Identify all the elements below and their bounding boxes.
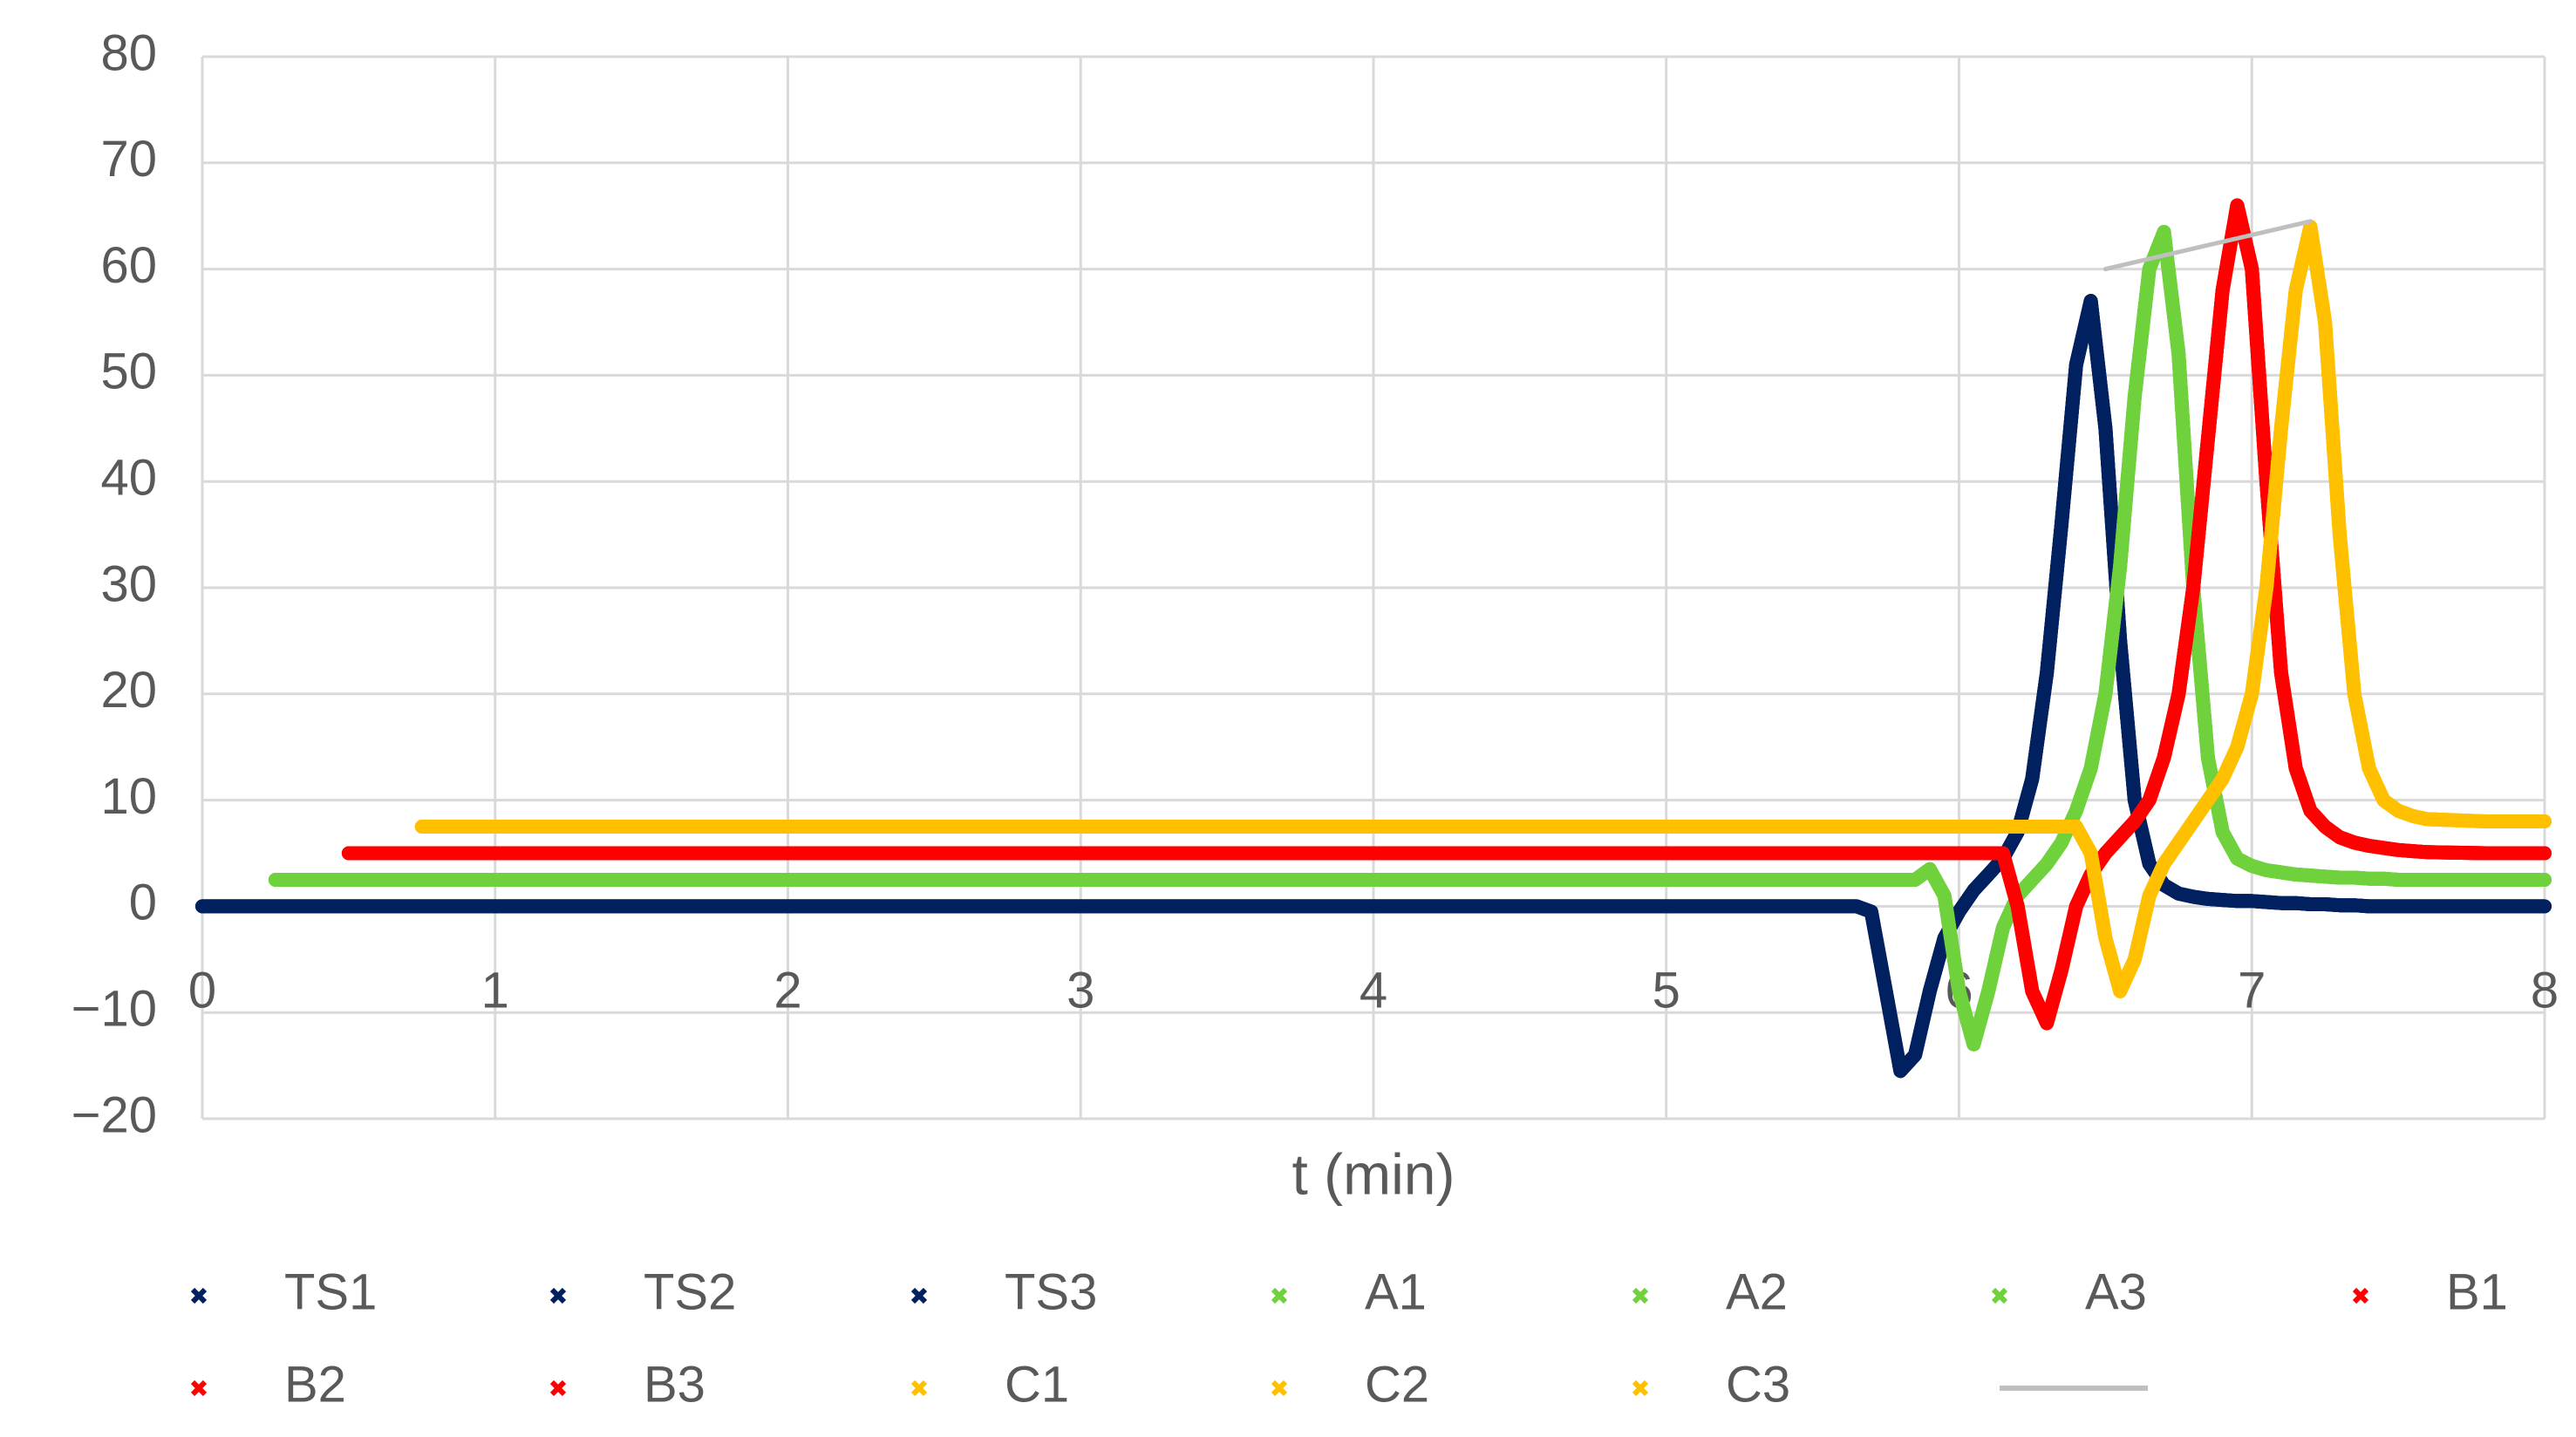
- y-tick-label: 0: [129, 875, 157, 931]
- legend-label: B3: [644, 1356, 705, 1413]
- legend-marker: [1632, 1287, 1649, 1304]
- trend-line: [2102, 219, 2313, 272]
- y-tick-label: −20: [72, 1086, 157, 1143]
- x-tick-label: 4: [1360, 962, 1387, 1018]
- series-line: [195, 294, 2552, 1079]
- y-tick-label: −10: [72, 981, 157, 1038]
- legend-marker: [190, 1287, 208, 1304]
- y-tick-label: 50: [100, 344, 157, 400]
- series-line: [414, 219, 2552, 998]
- legend-label: C3: [1726, 1356, 1790, 1413]
- legend-marker: [1271, 1379, 1288, 1397]
- x-tick-label: 0: [188, 962, 216, 1018]
- legend-marker: [1991, 1287, 2008, 1304]
- x-tick-label: 3: [1067, 962, 1094, 1018]
- series-line: [341, 198, 2552, 1031]
- legend-label: TS3: [1005, 1263, 1097, 1320]
- legend-label: A1: [1365, 1263, 1427, 1320]
- legend-marker: [1271, 1287, 1288, 1304]
- legend-label: TS2: [644, 1263, 736, 1320]
- legend-marker: [549, 1287, 567, 1304]
- legend-label: C2: [1365, 1356, 1429, 1413]
- y-tick-label: 40: [100, 450, 157, 507]
- legend-marker: [910, 1287, 928, 1304]
- x-axis-title: t (min): [1292, 1141, 1455, 1206]
- series-line: [268, 225, 2552, 1052]
- y-tick-label: 60: [100, 237, 157, 294]
- x-tick-label: 1: [481, 962, 509, 1018]
- legend-label: A3: [2085, 1263, 2147, 1320]
- y-tick-label: 80: [100, 24, 157, 81]
- legend-label: B1: [2446, 1263, 2508, 1320]
- y-tick-label: 10: [100, 768, 157, 825]
- x-tick-label: 7: [2238, 962, 2266, 1018]
- legend-label: A2: [1726, 1263, 1788, 1320]
- x-tick-label: 2: [773, 962, 801, 1018]
- x-tick-label: 8: [2531, 962, 2559, 1018]
- legend-label: C1: [1005, 1356, 1069, 1413]
- x-tick-label: 5: [1653, 962, 1680, 1018]
- legend-marker: [190, 1379, 208, 1397]
- y-tick-label: 70: [100, 131, 157, 187]
- legend-marker: [2352, 1287, 2369, 1304]
- legend-marker: [1632, 1379, 1649, 1397]
- legend-label: TS1: [284, 1263, 377, 1320]
- legend-label: B2: [284, 1356, 346, 1413]
- legend-marker: [549, 1379, 567, 1397]
- y-tick-label: 20: [100, 662, 157, 718]
- y-tick-label: 30: [100, 555, 157, 612]
- legend-marker: [910, 1379, 928, 1397]
